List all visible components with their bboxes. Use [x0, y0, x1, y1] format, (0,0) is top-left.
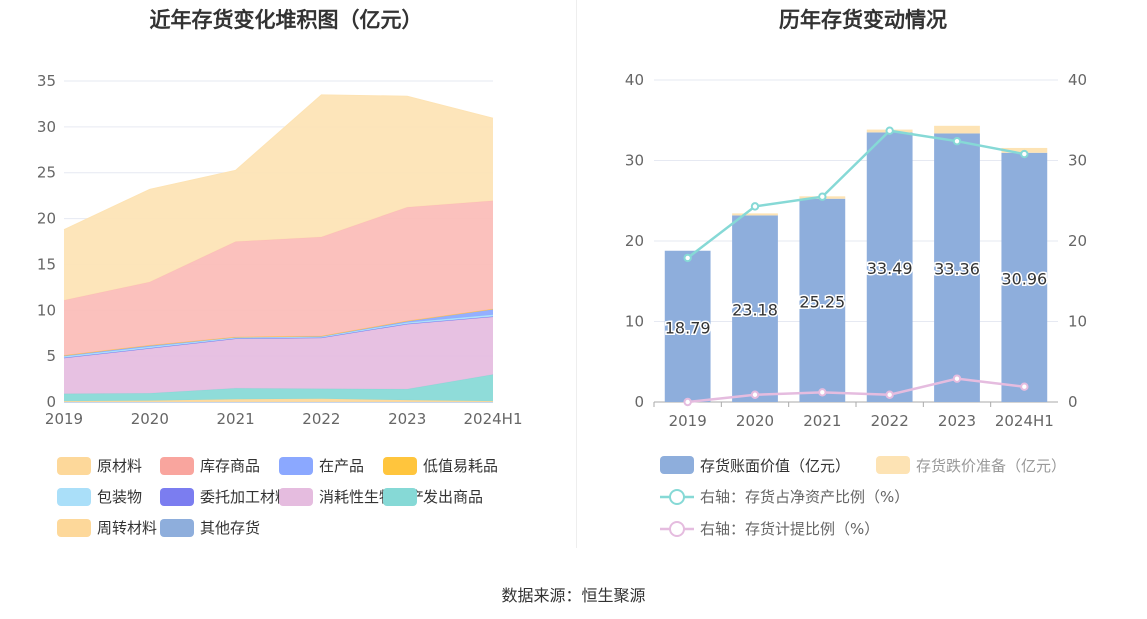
- x-tick-label: 2023: [388, 410, 426, 428]
- line-point: [952, 374, 962, 383]
- bar-value-label: 23.18: [732, 301, 778, 320]
- line-point: [1020, 382, 1029, 391]
- area-series-edge: [63, 200, 494, 301]
- legend-swatch: [57, 488, 91, 506]
- area-series: [64, 316, 493, 394]
- bar: [934, 133, 980, 402]
- legend-marker: [669, 489, 685, 505]
- legend-label: 委托加工材料: [200, 488, 290, 506]
- line-series: [687, 377, 1025, 404]
- line-point: [885, 126, 894, 135]
- legend-swatch: [279, 488, 313, 506]
- bar: [866, 132, 913, 402]
- y-tick-label: 15: [37, 255, 56, 273]
- line-point: [1020, 149, 1029, 159]
- line-point: [750, 202, 760, 211]
- bar: [732, 215, 778, 402]
- area-series: [64, 374, 493, 402]
- line-point: [818, 388, 827, 397]
- legend-label: 存货跌价准备（亿元）: [916, 457, 1066, 475]
- left-chart-title: 近年存货变化堆积图（亿元）: [149, 8, 423, 32]
- source-note: 数据来源：恒生聚源: [501, 586, 646, 605]
- line-point: [952, 136, 962, 146]
- y-tick-label: 0: [46, 393, 56, 411]
- bar: [1001, 152, 1048, 402]
- legend-swatch: [57, 519, 91, 537]
- x-tick-label: 2019: [45, 410, 83, 428]
- area-series-edge: [63, 94, 494, 231]
- line-point: [885, 390, 894, 399]
- bar-value-label: 25.25: [799, 292, 845, 311]
- y-tick-label: 0: [634, 393, 644, 411]
- y2-tick-label: 40: [1068, 71, 1087, 89]
- bar-value-label: 30.96: [1001, 269, 1047, 288]
- legend-swatch: [160, 488, 194, 506]
- legend-label: 包装物: [97, 488, 142, 506]
- legend-label: 其他存货: [200, 519, 260, 537]
- x-tick-label: 2020: [736, 412, 774, 430]
- x-tick-label: 2021: [803, 412, 841, 430]
- legend-label: 发出商品: [423, 488, 483, 506]
- bar-value-label: 33.49: [867, 259, 913, 278]
- y-tick-label: 25: [37, 164, 56, 182]
- legend-label: 右轴：存货计提比例（%）: [700, 520, 879, 538]
- y2-tick-label: 0: [1068, 393, 1078, 411]
- x-tick-label: 2019: [669, 412, 707, 430]
- line-series: [686, 129, 1025, 259]
- legend-swatch: [383, 457, 417, 475]
- y-tick-label: 20: [625, 232, 644, 250]
- bar: [934, 125, 980, 134]
- x-tick-label: 2020: [131, 410, 169, 428]
- y-tick-label: 10: [37, 301, 56, 319]
- legend-swatch: [383, 488, 417, 506]
- legend-label: 低值易耗品: [423, 457, 498, 475]
- x-tick-label: 2023: [938, 412, 976, 430]
- area-series: [64, 398, 493, 402]
- y2-tick-label: 10: [1068, 313, 1087, 331]
- area-series: [64, 200, 493, 356]
- legend-label: 存货账面价值（亿元）: [700, 457, 850, 475]
- y-tick-label: 30: [37, 118, 56, 136]
- y-tick-label: 30: [625, 152, 644, 170]
- panel-divider: [576, 0, 577, 548]
- y-tick-label: 40: [625, 71, 644, 89]
- legend-swatch: [279, 457, 313, 475]
- legend-label: 原材料: [97, 457, 142, 475]
- y-tick-label: 5: [46, 347, 56, 365]
- bar: [799, 198, 846, 402]
- x-tick-label: 2022: [302, 410, 340, 428]
- bar: [664, 250, 711, 402]
- line-point: [683, 397, 692, 407]
- legend-swatch: [160, 519, 194, 537]
- x-tick-label: 2024H1: [464, 410, 523, 428]
- y-tick-label: 20: [37, 210, 56, 228]
- legend-swatch: [876, 456, 910, 474]
- legend-marker: [669, 521, 685, 537]
- legend-label: 周转材料: [97, 519, 157, 537]
- stacked-area-chart: 0 5 10 15 20 25 30 35 2019 2020 2021 2022 2023 2024H1…: [37, 72, 523, 537]
- y-tick-label: 35: [37, 72, 56, 90]
- legend-swatch: [57, 457, 91, 475]
- line-point: [818, 192, 827, 201]
- inventory-bar-line-chart: 0 10 20 30 40 0 10 20 30 40 2019 2020 2021 2022 2023 20…: [625, 71, 1087, 538]
- legend-swatch: [660, 456, 694, 474]
- bar-value-label: 18.79: [665, 318, 711, 337]
- x-tick-label: 2021: [217, 410, 255, 428]
- line-point: [750, 390, 760, 399]
- legend-swatch: [160, 457, 194, 475]
- bar-value-label: 33.36: [934, 260, 980, 279]
- x-tick-label: 2022: [871, 412, 909, 430]
- legend-label: 库存商品: [200, 457, 260, 475]
- y-tick-label: 10: [625, 313, 644, 331]
- y2-tick-label: 20: [1068, 232, 1087, 250]
- bar: [732, 213, 778, 216]
- legend-label: 在产品: [319, 457, 364, 475]
- area-series: [64, 94, 493, 301]
- legend-label: 右轴：存货占净资产比例（%）: [700, 488, 909, 506]
- line-point: [683, 253, 692, 263]
- right-chart-title: 历年存货变动情况: [779, 8, 947, 32]
- y2-tick-label: 30: [1068, 152, 1087, 170]
- x-tick-label: 2024H1: [995, 412, 1054, 430]
